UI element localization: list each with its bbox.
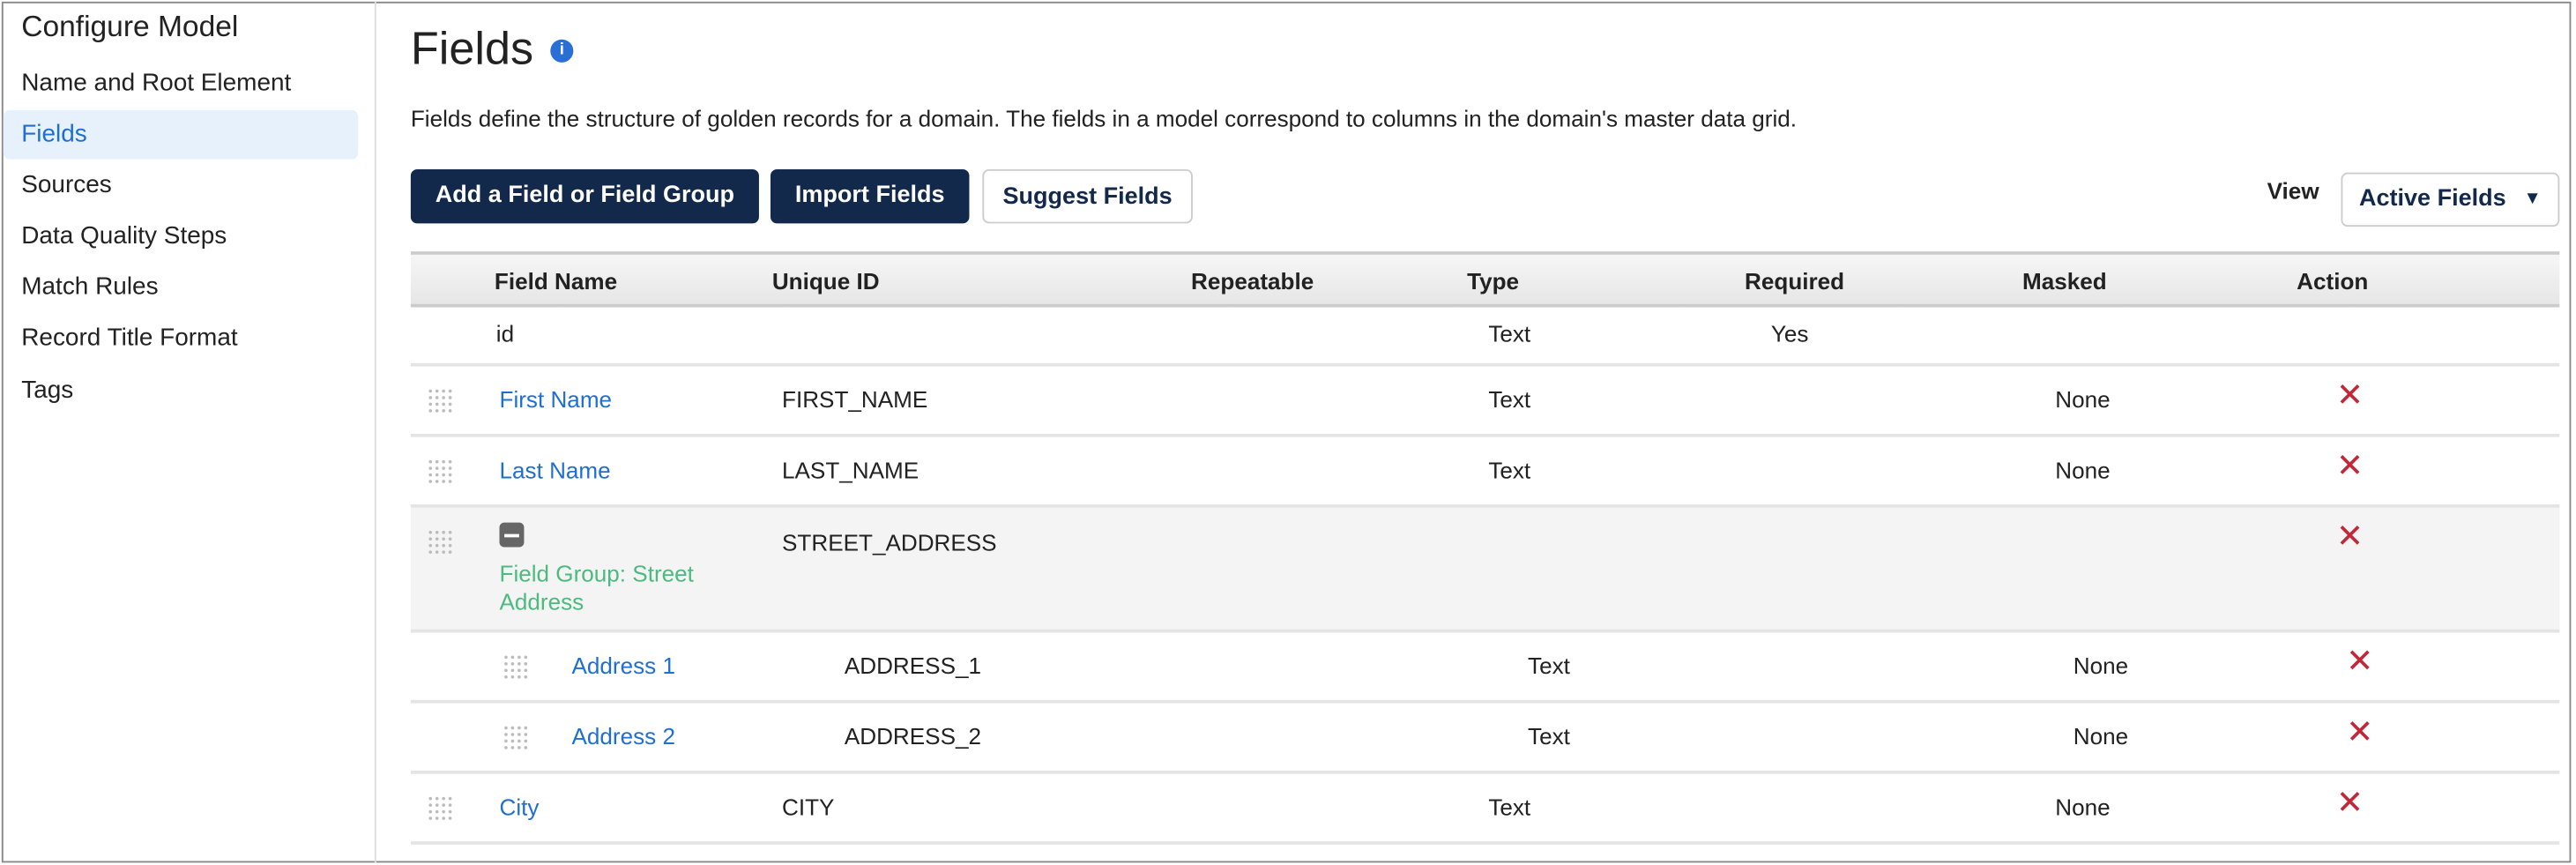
header-type[interactable]: Type — [1467, 267, 1520, 295]
sidebar-item-record-title-format[interactable]: Record Title Format — [21, 324, 238, 352]
field-unique-id: ADDRESS_1 — [844, 652, 982, 679]
drag-handle-icon[interactable] — [427, 458, 454, 485]
table-row: Last Name LAST_NAME Text None ✕ — [410, 437, 2560, 508]
field-unique-id: CITY — [782, 794, 835, 820]
field-name-link[interactable]: Address 1 — [571, 652, 675, 679]
field-name-link[interactable]: First Name — [499, 385, 613, 413]
info-icon[interactable]: i — [550, 39, 574, 63]
view-label: View — [2267, 177, 2319, 205]
sidebar-title: Configure Model — [21, 10, 239, 43]
field-type: Text — [1488, 794, 1531, 820]
view-select[interactable]: Active Fields ▼ — [2341, 172, 2560, 227]
field-masked: None — [2055, 457, 2111, 483]
page-description: Fields define the structure of golden re… — [410, 105, 1797, 132]
table-row: id Text Yes — [410, 307, 2560, 367]
field-group-row: Field Group: Street Address STREET_ADDRE… — [410, 507, 2560, 633]
header-masked: Masked — [2021, 267, 2107, 295]
field-type: Text — [1488, 457, 1531, 483]
header-unique-id[interactable]: Unique ID — [771, 267, 880, 295]
field-unique-id: FIRST_NAME — [782, 385, 928, 413]
view-select-value: Active Fields — [2358, 185, 2506, 213]
drag-handle-icon[interactable] — [427, 794, 454, 822]
suggest-fields-button[interactable]: Suggest Fields — [982, 168, 1193, 224]
field-name: id — [495, 320, 515, 347]
caret-down-icon: ▼ — [2523, 189, 2542, 209]
header-action: Action — [2297, 267, 2369, 295]
field-name-link[interactable]: City — [499, 794, 540, 820]
field-unique-id: STREET_ADDRESS — [782, 529, 997, 556]
table-row: First Name FIRST_NAME Text None ✕ — [410, 367, 2560, 437]
sidebar-item-tags[interactable]: Tags — [21, 376, 74, 405]
field-type: Text — [1528, 722, 1570, 749]
header-required[interactable]: Required — [1745, 267, 1845, 295]
drag-handle-icon[interactable] — [427, 529, 454, 556]
field-name-link[interactable]: Last Name — [499, 457, 611, 483]
delete-icon[interactable]: ✕ — [2346, 644, 2374, 681]
drag-handle-icon[interactable] — [427, 387, 454, 414]
field-required: Yes — [1770, 320, 1809, 347]
sidebar: Configure Model Name and Root Element Fi… — [2, 1, 376, 863]
table-row: Address 1 ADDRESS_1 Text None ✕ — [410, 632, 2560, 704]
add-field-button[interactable]: Add a Field or Field Group — [410, 168, 759, 224]
field-masked: None — [2073, 722, 2129, 749]
field-type: Text — [1528, 652, 1570, 679]
field-masked: None — [2055, 794, 2111, 820]
collapse-icon[interactable] — [499, 522, 525, 548]
field-group-name[interactable]: Field Group: Street Address — [499, 560, 694, 615]
table-row: Address 2 ADDRESS_2 Text None ✕ — [410, 704, 2560, 774]
field-type: Text — [1488, 385, 1531, 413]
field-name-link[interactable]: Address 2 — [571, 722, 675, 749]
sidebar-item-match-rules[interactable]: Match Rules — [21, 272, 159, 302]
field-masked: None — [2073, 652, 2129, 679]
delete-icon[interactable]: ✕ — [2335, 518, 2364, 556]
page-title: Fields — [410, 23, 534, 74]
sidebar-item-name-and-root-element[interactable]: Name and Root Element — [21, 69, 292, 97]
header-field-name[interactable]: Field Name — [494, 267, 618, 295]
delete-icon[interactable]: ✕ — [2335, 377, 2364, 414]
table-header: Field Name Unique ID Repeatable Type Req… — [410, 251, 2560, 308]
header-repeatable[interactable]: Repeatable — [1191, 267, 1314, 295]
sidebar-item-sources[interactable]: Sources — [21, 170, 112, 199]
delete-icon[interactable]: ✕ — [2335, 448, 2364, 485]
delete-icon[interactable]: ✕ — [2346, 714, 2374, 751]
field-type: Text — [1488, 320, 1531, 347]
drag-handle-icon[interactable] — [503, 653, 530, 681]
sidebar-item-fields[interactable]: Fields — [3, 109, 359, 160]
import-fields-button[interactable]: Import Fields — [770, 168, 970, 224]
field-unique-id: LAST_NAME — [782, 457, 919, 483]
drag-handle-icon[interactable] — [503, 724, 530, 751]
delete-icon[interactable]: ✕ — [2335, 785, 2364, 822]
table-row: City CITY Text None ✕ — [410, 774, 2560, 845]
field-unique-id: ADDRESS_2 — [844, 722, 982, 749]
sidebar-item-data-quality-steps[interactable]: Data Quality Steps — [21, 221, 227, 250]
field-masked: None — [2055, 385, 2111, 413]
